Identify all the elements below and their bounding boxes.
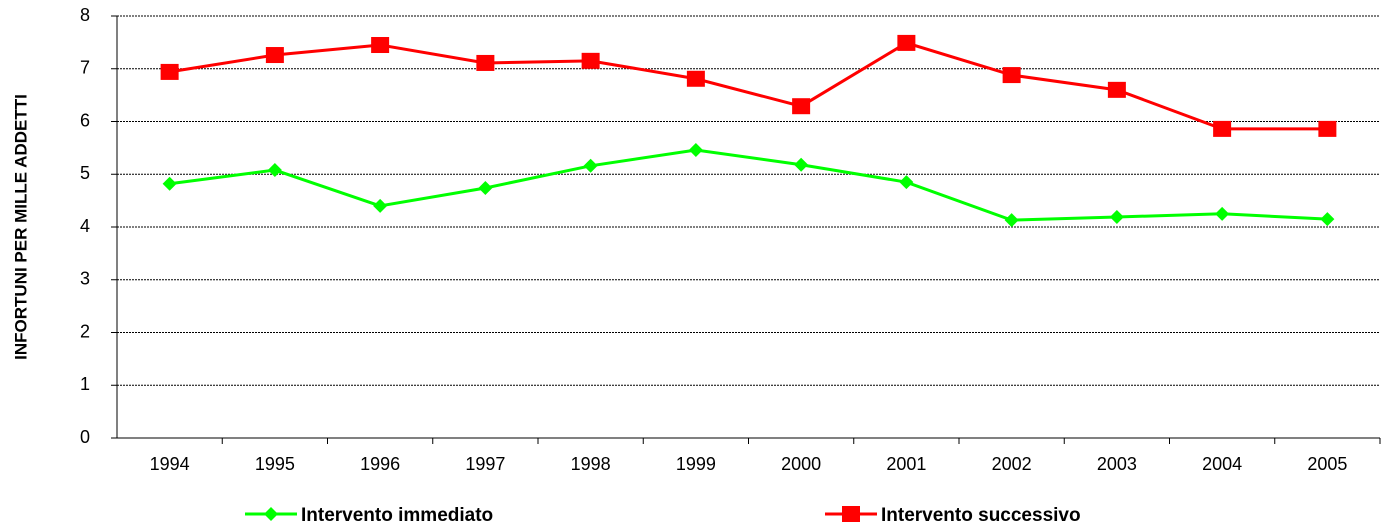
x-tick-label: 1997	[465, 454, 505, 474]
marker	[1004, 213, 1019, 228]
marker	[1002, 67, 1021, 84]
x-tick-label: 1999	[676, 454, 716, 474]
x-tick-label: 2001	[886, 454, 926, 474]
marker	[1213, 120, 1232, 137]
marker	[686, 70, 705, 87]
marker	[581, 52, 600, 69]
marker	[1109, 209, 1124, 224]
marker	[1320, 212, 1335, 227]
marker	[1215, 206, 1230, 221]
y-axis-label: INFORTUNI PER MILLE ADDETTI	[11, 94, 30, 360]
marker	[160, 63, 179, 80]
y-tick-label: 1	[80, 374, 90, 394]
y-tick-label: 8	[80, 5, 90, 25]
marker	[267, 163, 282, 178]
marker	[842, 506, 860, 522]
y-tick-label: 3	[80, 269, 90, 289]
x-tick-label: 2000	[781, 454, 821, 474]
marker	[899, 175, 914, 190]
y-tick-label: 0	[80, 427, 90, 447]
marker	[373, 198, 388, 213]
marker	[265, 47, 284, 64]
marker	[688, 142, 703, 157]
x-tick-label: 2004	[1202, 454, 1242, 474]
x-tick-label: 2005	[1307, 454, 1347, 474]
marker	[1318, 120, 1337, 137]
y-tick-label: 6	[80, 110, 90, 130]
x-tick-label: 1996	[360, 454, 400, 474]
marker	[794, 157, 809, 172]
y-tick-label: 2	[80, 321, 90, 341]
line	[169, 148, 1328, 222]
legend-label: Intervento immediato	[301, 505, 493, 526]
marker	[478, 180, 493, 195]
y-tick-label: 4	[80, 216, 90, 236]
y-tick-label: 7	[80, 58, 90, 78]
marker	[371, 37, 390, 54]
legend-label: Intervento successivo	[881, 505, 1081, 526]
line	[169, 41, 1328, 131]
marker	[792, 98, 811, 115]
marker	[583, 158, 598, 173]
x-tick-label: 1995	[255, 454, 295, 474]
y-tick-label: 5	[80, 163, 90, 183]
x-tick-label: 2003	[1097, 454, 1137, 474]
marker	[897, 34, 916, 51]
x-tick-label: 1998	[571, 454, 611, 474]
marker	[1107, 81, 1126, 98]
x-tick-label: 2002	[992, 454, 1032, 474]
marker	[476, 54, 495, 71]
marker	[264, 507, 278, 521]
marker	[162, 176, 177, 191]
x-tick-label: 1994	[150, 454, 190, 474]
